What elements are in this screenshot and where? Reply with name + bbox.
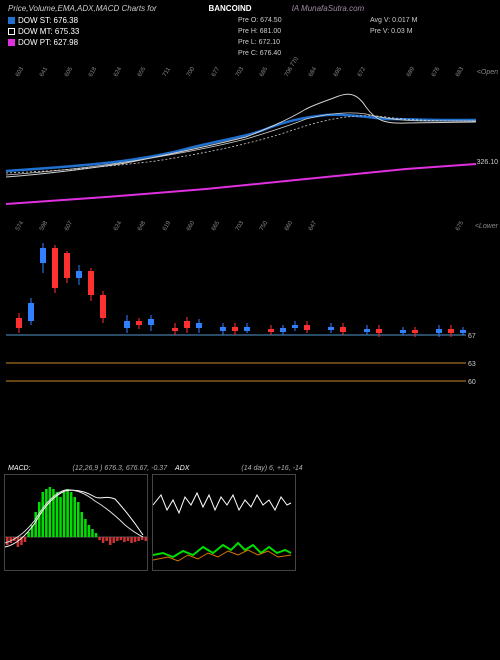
chart-header: Price,Volume,EMA,ADX,MACD Charts for BAN… <box>0 0 500 15</box>
ohlc-pv: Pre V: 0.03 M <box>370 26 492 37</box>
x-tick: 655 <box>137 66 147 78</box>
legend-swatch <box>8 17 15 24</box>
header-title: Price,Volume,EMA,ADX,MACD Charts for <box>8 4 208 13</box>
subchart-row <box>0 474 500 571</box>
macd-chart <box>4 474 148 571</box>
legend-label: DOW MT: 675.33 <box>18 26 79 37</box>
x-tick: 660 <box>186 220 196 232</box>
x-tick: 647 <box>308 220 318 232</box>
x-tick: 683 <box>455 66 465 78</box>
x-tick: 750 <box>259 220 269 232</box>
macd-label: MACD: <box>8 465 31 472</box>
x-tick: 703 <box>235 220 245 232</box>
open-label: <Open <box>477 69 498 76</box>
top-x-axis: 603641605618624655711700677703685706 770… <box>15 65 475 79</box>
x-tick: 665 <box>211 220 221 232</box>
x-tick: 624 <box>113 220 123 232</box>
indicator-info: MACD: (12,26,9 ) 676.3, 676.67, -0.37 AD… <box>0 463 500 474</box>
legend-swatch <box>8 28 15 35</box>
x-tick: 685 <box>259 66 269 78</box>
x-tick: 700 <box>186 66 196 78</box>
x-tick: 660 <box>284 220 294 232</box>
x-tick: 689 <box>406 66 416 78</box>
ohlc-av: Avg V: 0.017 M <box>370 15 492 26</box>
x-tick: 676 <box>431 66 441 78</box>
x-tick: 711 <box>162 67 172 78</box>
ohlc-h: Pre H: 681.00 <box>238 26 360 37</box>
ohlc-block: Pre O: 674.50 Avg V: 0.017 M Pre H: 681.… <box>128 15 492 59</box>
x-tick: 648 <box>137 220 147 232</box>
x-tick: 684 <box>308 66 318 78</box>
legend-item: DOW ST: 676.38 <box>8 15 128 26</box>
legend-label: DOW PT: 627.98 <box>18 37 78 48</box>
x-tick: 706 770 <box>284 56 300 78</box>
candle-chart: <Lower 670637603 <box>0 233 500 393</box>
x-tick: 624 <box>113 66 123 78</box>
ema-chart: <Open 326.10 <box>0 79 500 219</box>
x-tick: 603 <box>15 66 25 78</box>
macd-values: (12,26,9 ) 676.3, 676.67, -0.37 <box>73 465 168 472</box>
x-tick: 703 <box>235 66 245 78</box>
legend-swatch <box>8 39 15 46</box>
x-tick: 618 <box>88 66 98 78</box>
ema-right-label: 326.10 <box>477 159 498 166</box>
header-symbol: BANCOIND <box>208 4 251 13</box>
legend-series: DOW ST: 676.38DOW MT: 675.33DOW PT: 627.… <box>8 15 128 59</box>
x-tick: 695 <box>333 66 343 78</box>
legend-item: DOW PT: 627.98 <box>8 37 128 48</box>
legend-row: DOW ST: 676.38DOW MT: 675.33DOW PT: 627.… <box>0 15 500 59</box>
x-tick: 605 <box>64 66 74 78</box>
adx-chart <box>152 474 296 571</box>
x-tick: 619 <box>162 220 172 232</box>
x-tick: 607 <box>64 220 74 232</box>
legend-item: DOW MT: 675.33 <box>8 26 128 37</box>
x-tick: 675 <box>455 220 465 232</box>
legend-label: DOW ST: 676.38 <box>18 15 78 26</box>
ohlc-l: Pre L: 672.10 <box>238 37 360 48</box>
svg-text:670: 670 <box>468 333 476 340</box>
x-tick: 641 <box>39 66 49 78</box>
svg-text:603: 603 <box>468 379 476 386</box>
adx-values: (14 day) 6, +16, -14 <box>241 465 302 472</box>
adx-label: ADX <box>175 465 189 472</box>
x-tick: 677 <box>211 66 221 78</box>
x-tick: 574 <box>15 220 25 232</box>
mid-x-axis: 574 598 607 624 648 619 660 665 703 750 660 647 675 <box>15 219 475 233</box>
x-tick: 598 <box>39 220 49 232</box>
lower-label: <Lower <box>475 223 498 230</box>
x-tick: 672 <box>357 66 367 78</box>
ohlc-o: Pre O: 674.50 <box>238 15 360 26</box>
svg-text:637: 637 <box>468 361 476 368</box>
header-site: IA MunafaSutra.com <box>292 4 492 13</box>
